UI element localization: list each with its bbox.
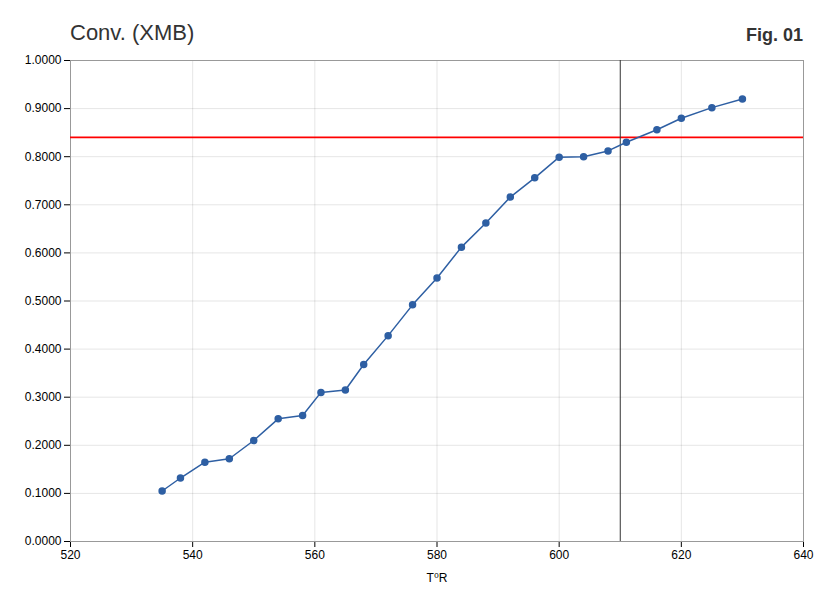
svg-text:640: 640 — [793, 548, 813, 562]
svg-text:560: 560 — [305, 548, 325, 562]
svg-text:0.3000: 0.3000 — [25, 390, 62, 404]
svg-text:580: 580 — [427, 548, 447, 562]
svg-text:0.2000: 0.2000 — [25, 438, 62, 452]
svg-text:620: 620 — [671, 548, 691, 562]
svg-text:0.4000: 0.4000 — [25, 342, 62, 356]
html-text:Fig. 01: Fig. 01 — [746, 25, 803, 45]
svg-text:0.1000: 0.1000 — [25, 486, 62, 500]
svg-text:520: 520 — [60, 548, 80, 562]
svg-text:T⁰R: T⁰R — [427, 571, 448, 585]
svg-text:0.0000: 0.0000 — [25, 534, 62, 548]
html-text:Conv. (XMB): Conv. (XMB) — [70, 20, 195, 45]
svg-text:0.8000: 0.8000 — [25, 150, 62, 164]
svg-text:1.0000: 1.0000 — [25, 53, 62, 67]
svg-text:0.6000: 0.6000 — [25, 246, 62, 260]
svg-text:540: 540 — [183, 548, 203, 562]
svg-text:600: 600 — [549, 548, 569, 562]
svg-text:0.5000: 0.5000 — [25, 294, 62, 308]
svg-text:0.7000: 0.7000 — [25, 198, 62, 212]
svg-text:0.9000: 0.9000 — [25, 101, 62, 115]
